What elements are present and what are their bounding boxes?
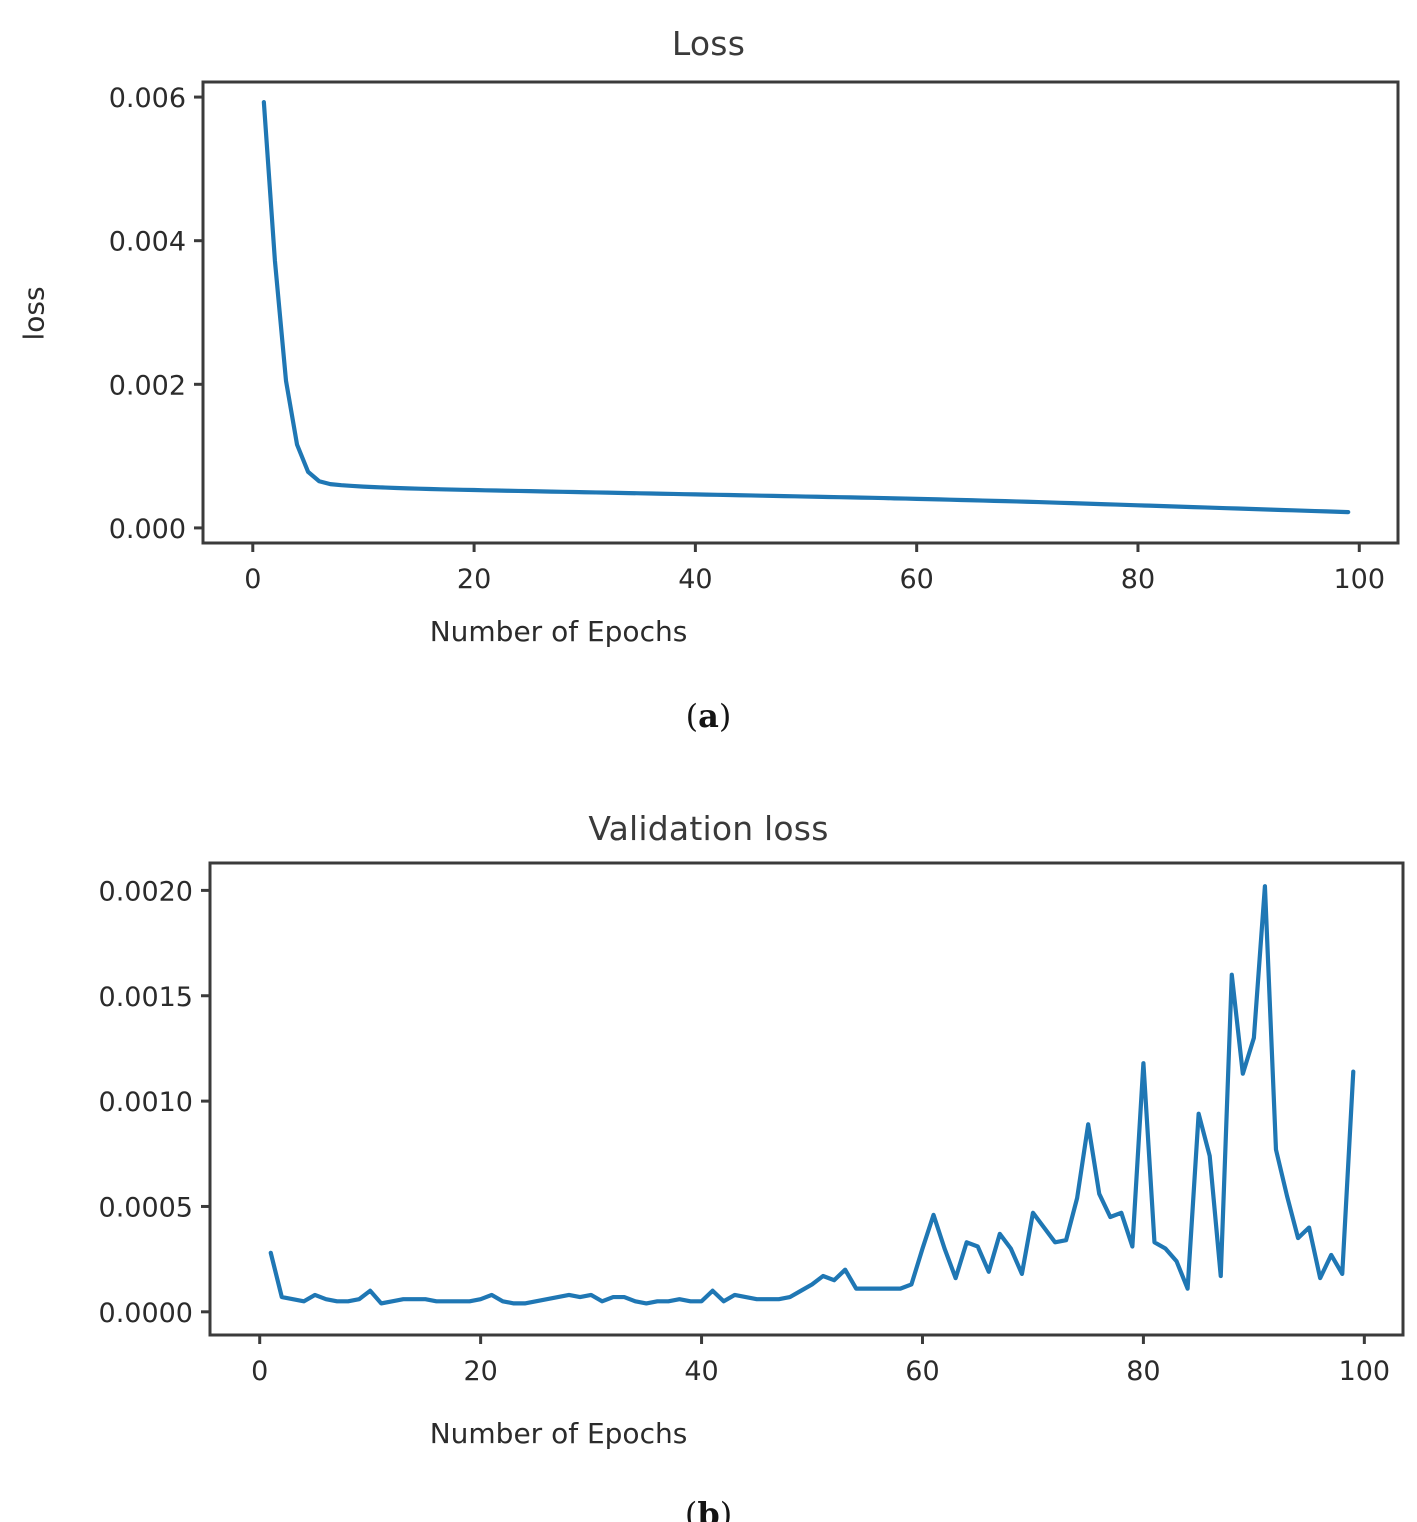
panel-caption-a: (a) xyxy=(0,697,1417,735)
data-line-loss xyxy=(261,100,1351,515)
panel-caption-b: (b) xyxy=(0,1495,1417,1522)
validation-loss-plot: 0 20 40 60 80 100 0.0000 0.0005 0.0010 0.0015 0.00… xyxy=(99,861,1405,1387)
y-tick-label: 0.004 xyxy=(109,227,186,258)
x-axis-label-a: Number of Epochs xyxy=(429,615,688,648)
chart-title-validation-loss: Validation loss xyxy=(588,809,829,848)
y-tick-label: 0.0005 xyxy=(99,1192,193,1223)
plot-frame xyxy=(208,861,1405,1337)
panel-caption-a-letter: a xyxy=(698,697,719,735)
x-tick-label: 60 xyxy=(905,1356,939,1387)
x-tick-label: 20 xyxy=(457,564,491,595)
panel-a: Loss Number of Epochs loss 0 20 40 60 80 100 0… xyxy=(0,0,1417,760)
data-line-val-loss xyxy=(268,884,1356,1306)
x-tick-label: 40 xyxy=(684,1356,718,1387)
loss-plot: 0 20 40 60 80 100 0.000 0.002 0.004 0.006 xyxy=(109,80,1400,595)
x-tick-label: 100 xyxy=(1339,1356,1391,1387)
y-tick-label: 0.0010 xyxy=(99,1087,193,1118)
y-tick-label: 0.006 xyxy=(109,83,186,114)
x-tick-label: 80 xyxy=(1126,1356,1160,1387)
panel-b: Validation loss Number of Epochs val los… xyxy=(0,760,1417,1522)
x-tick-label: 20 xyxy=(463,1356,497,1387)
x-tick-label: 100 xyxy=(1333,564,1385,595)
y-tick-label: 0.000 xyxy=(109,514,186,545)
y-tick-label: 0.0020 xyxy=(99,876,193,907)
y-tick-label: 0.0000 xyxy=(99,1298,193,1329)
x-axis-label-b: Number of Epochs xyxy=(429,1417,688,1450)
x-tick-label: 0 xyxy=(251,1356,268,1387)
panel-caption-b-text: ( xyxy=(684,1495,698,1522)
panel-caption-a-close: ) xyxy=(718,697,732,735)
plot-frame xyxy=(201,80,1400,545)
x-tick-label: 60 xyxy=(900,564,934,595)
y-tick-label: 0.002 xyxy=(109,370,186,401)
chart-title-loss: Loss xyxy=(671,24,746,63)
y-tick-label: 0.0015 xyxy=(99,982,193,1013)
panel-caption-b-letter: b xyxy=(697,1495,720,1522)
x-tick-label: 0 xyxy=(244,564,261,595)
panel-caption-a-text: ( xyxy=(685,697,699,735)
x-tick-label: 40 xyxy=(678,564,712,595)
panel-caption-b-close: ) xyxy=(719,1495,733,1522)
x-tick-label: 80 xyxy=(1121,564,1155,595)
